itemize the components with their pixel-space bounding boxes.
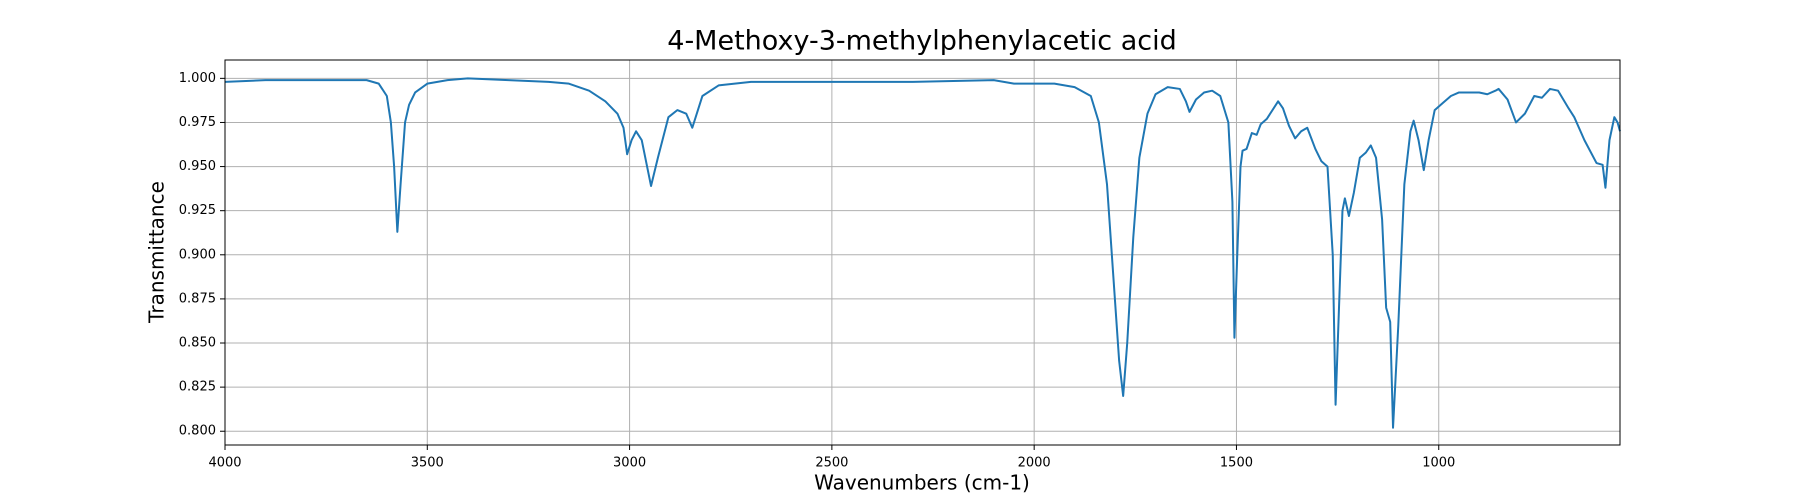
y-tick-label: 0.875 xyxy=(179,291,216,306)
x-tick-label: 4000 xyxy=(208,456,241,471)
y-tick-label: 1.000 xyxy=(179,71,216,86)
y-tick-label: 0.850 xyxy=(179,336,216,351)
y-tick-label: 0.900 xyxy=(179,247,216,262)
y-axis-label: Transmittance xyxy=(145,181,169,324)
y-tick-label: 0.925 xyxy=(179,203,216,218)
x-tick-label: 2000 xyxy=(1018,456,1051,471)
x-axis-label: Wavenumbers (cm-1) xyxy=(814,471,1030,495)
x-tick-label: 3000 xyxy=(613,456,646,471)
y-tick-label: 0.800 xyxy=(179,424,216,439)
x-tick-label: 1500 xyxy=(1220,456,1253,471)
x-tick-label: 1000 xyxy=(1422,456,1455,471)
y-tick-label: 0.825 xyxy=(179,380,216,395)
plot-frame xyxy=(224,59,1621,446)
x-tick-label: 3500 xyxy=(411,456,444,471)
y-tick-label: 0.950 xyxy=(179,159,216,174)
chart-title: 4-Methoxy-3-methylphenylacetic acid xyxy=(667,26,1176,57)
spectrum-line xyxy=(224,77,1621,429)
x-tick-label: 2500 xyxy=(815,456,848,471)
y-tick-label: 0.975 xyxy=(179,115,216,130)
